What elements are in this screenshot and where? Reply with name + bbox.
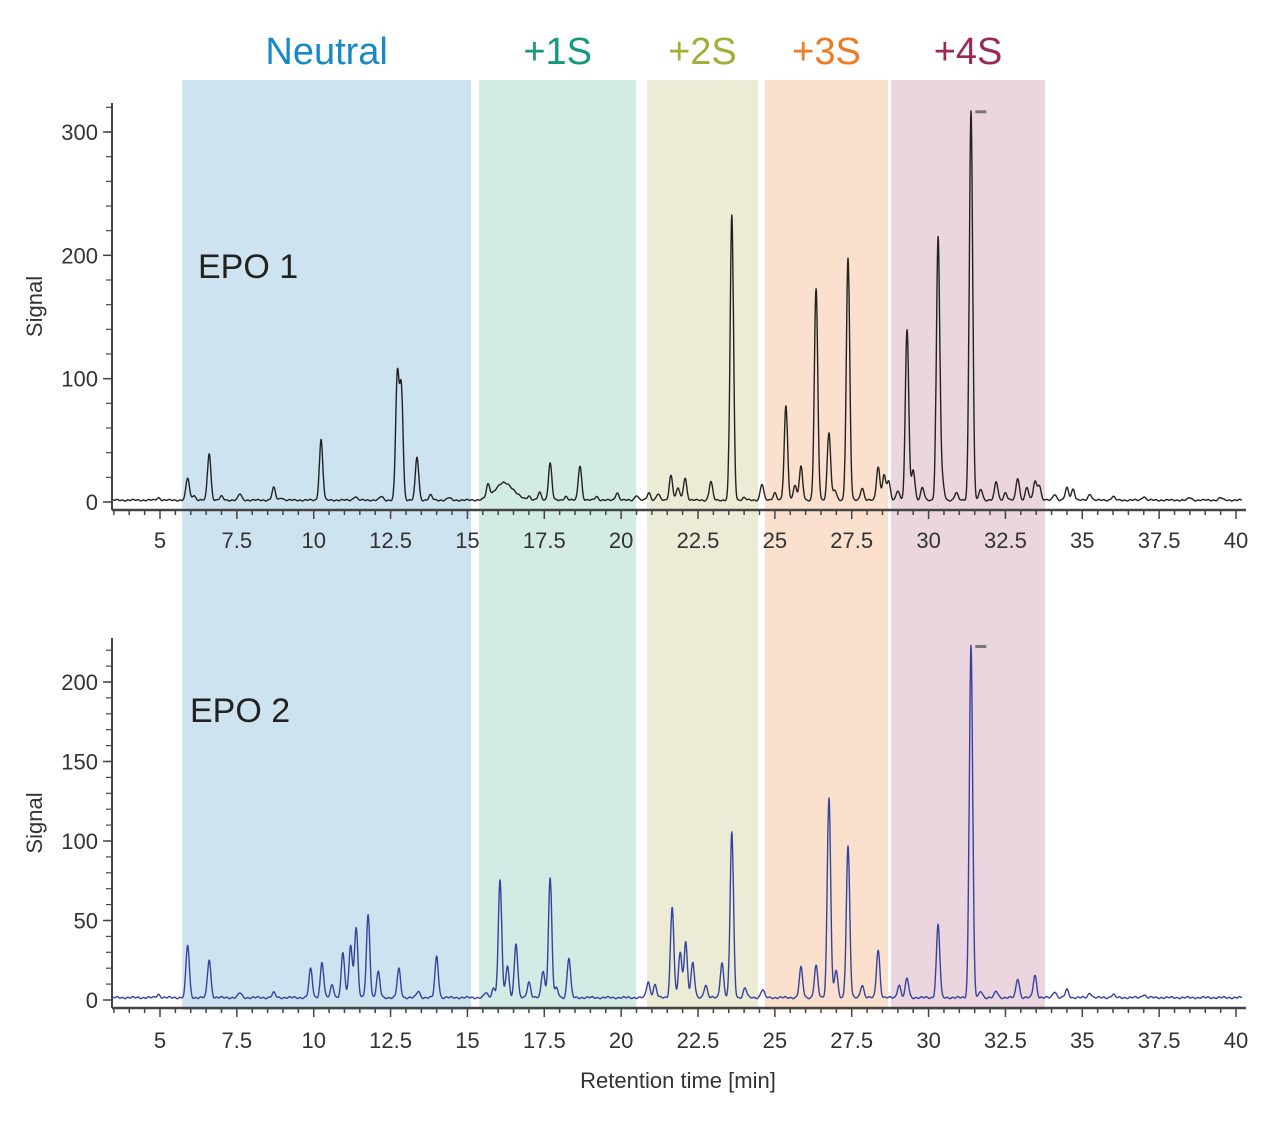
band-label: +3S [792,31,861,73]
panel-epo-1: 5 7.5 10 12.5 15 17.5 20 22.5 25 27.5 30 32.5 35 37.5… [22,103,1248,553]
x-tick-label: 30 [916,1028,940,1053]
x-tick-label: 35 [1070,1028,1094,1053]
x-tick-label: 22.5 [677,1028,720,1053]
x-tick-label: 15 [455,528,479,553]
peak-clip-marker [975,110,987,114]
x-tick-label: 7.5 [222,1028,253,1053]
panel-epo-2: 5 7.5 10 12.5 15 17.5 20 22.5 25 27.5 30 32.5 35 37.5… [22,638,1248,1053]
y-tick-label: 150 [61,750,98,775]
peak-clip-marker [975,645,987,649]
x-tick-label: 22.5 [677,528,720,553]
y-tick-label: 50 [74,909,98,934]
x-tick-label: 30 [916,528,940,553]
x-tick-label: 27.5 [830,1028,873,1053]
x-tick-label: 25 [763,1028,787,1053]
signal-trace [112,110,1243,502]
band-0 [182,80,472,1010]
x-tick-label: 10 [301,1028,325,1053]
y-tick-label: 200 [61,670,98,695]
band-labels: Neutral +1S +2S +3S +4S [265,31,1002,73]
x-tick-label: 15 [455,1028,479,1053]
band-label: +2S [668,31,737,73]
y-tick-label: 0 [86,490,98,515]
x-tick-label: 12.5 [369,528,412,553]
sample-label: EPO 1 [198,248,298,286]
band-3 [765,80,888,1010]
y-tick-label: 0 [86,988,98,1013]
x-tick-label: 10 [301,528,325,553]
y-tick-label: 100 [61,829,98,854]
x-tick-label: 20 [609,528,633,553]
x-tick-label: 17.5 [523,1028,566,1053]
x-tick-label: 5 [154,1028,166,1053]
x-tick-label: 32.5 [984,1028,1027,1053]
x-tick-label: 35 [1070,528,1094,553]
x-tick-label: 27.5 [830,528,873,553]
y-axis-title: Signal [22,792,47,853]
x-tick-label: 20 [609,1028,633,1053]
signal-trace [112,644,1243,1000]
band-label: +4S [934,31,1003,73]
y-tick-label: 300 [61,120,98,145]
band-1 [479,80,637,1010]
x-tick-label: 17.5 [523,528,566,553]
band-label: Neutral [265,31,388,73]
x-tick-label: 40 [1224,1028,1248,1053]
y-axis-title: Signal [22,276,47,337]
band-2 [646,80,758,1010]
x-tick-label: 37.5 [1138,528,1181,553]
x-tick-label: 32.5 [984,528,1027,553]
y-tick-label: 100 [61,367,98,392]
x-tick-label: 25 [763,528,787,553]
y-tick-label: 200 [61,243,98,268]
band-label: +1S [523,31,592,73]
x-tick-label: 40 [1224,528,1248,553]
x-tick-label: 37.5 [1138,1028,1181,1053]
x-tick-label: 5 [154,528,166,553]
x-axis-title: Retention time [min] [580,1068,776,1093]
x-tick-label: 12.5 [369,1028,412,1053]
sample-label: EPO 2 [190,692,290,730]
x-tick-label: 7.5 [222,528,253,553]
